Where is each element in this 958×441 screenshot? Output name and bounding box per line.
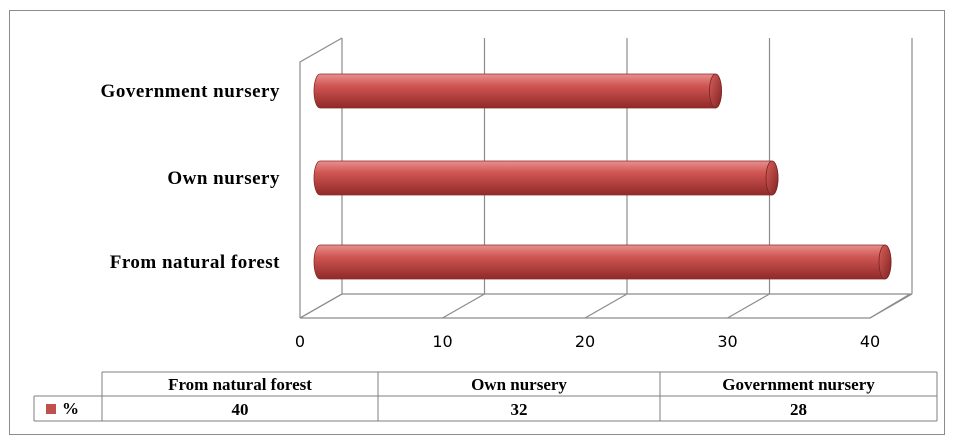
table-value: 40 xyxy=(232,400,249,419)
floor-gridline xyxy=(442,293,485,319)
category-labels: From natural forest Own nursery Government… xyxy=(101,81,280,273)
bar-end-cap xyxy=(709,73,722,109)
table-value: 32 xyxy=(511,400,528,419)
table-value: 28 xyxy=(790,400,807,419)
x-tick-label: 30 xyxy=(717,332,737,351)
x-tick-label: 40 xyxy=(860,332,880,351)
table-header: Government nursery xyxy=(722,375,875,394)
floor-gridline xyxy=(869,293,913,319)
x-tick-label: 10 xyxy=(432,332,452,351)
data-table: From natural forest Own nursery Government… xyxy=(33,371,938,422)
category-label: From natural forest xyxy=(110,252,280,273)
bars xyxy=(313,73,892,280)
x-tick-label: 20 xyxy=(575,332,595,351)
category-label: Own nursery xyxy=(167,168,280,189)
legend-key xyxy=(46,404,56,414)
bar xyxy=(313,160,779,196)
bar xyxy=(313,244,892,280)
legend-label: % xyxy=(62,399,79,418)
bar-end-cap xyxy=(878,244,892,280)
floor-gridline xyxy=(299,293,343,319)
floor-gridline xyxy=(584,293,628,319)
x-tick-label: 0 xyxy=(295,332,305,351)
category-label: Government nursery xyxy=(101,81,280,102)
table-header: Own nursery xyxy=(471,375,567,394)
bar xyxy=(313,73,722,109)
bar-end-cap xyxy=(765,160,779,196)
floor-gridline xyxy=(727,293,770,319)
table-header: From natural forest xyxy=(168,375,312,394)
side-wall xyxy=(299,37,343,318)
x-tick-labels: 0 10 20 30 40 xyxy=(295,332,880,351)
